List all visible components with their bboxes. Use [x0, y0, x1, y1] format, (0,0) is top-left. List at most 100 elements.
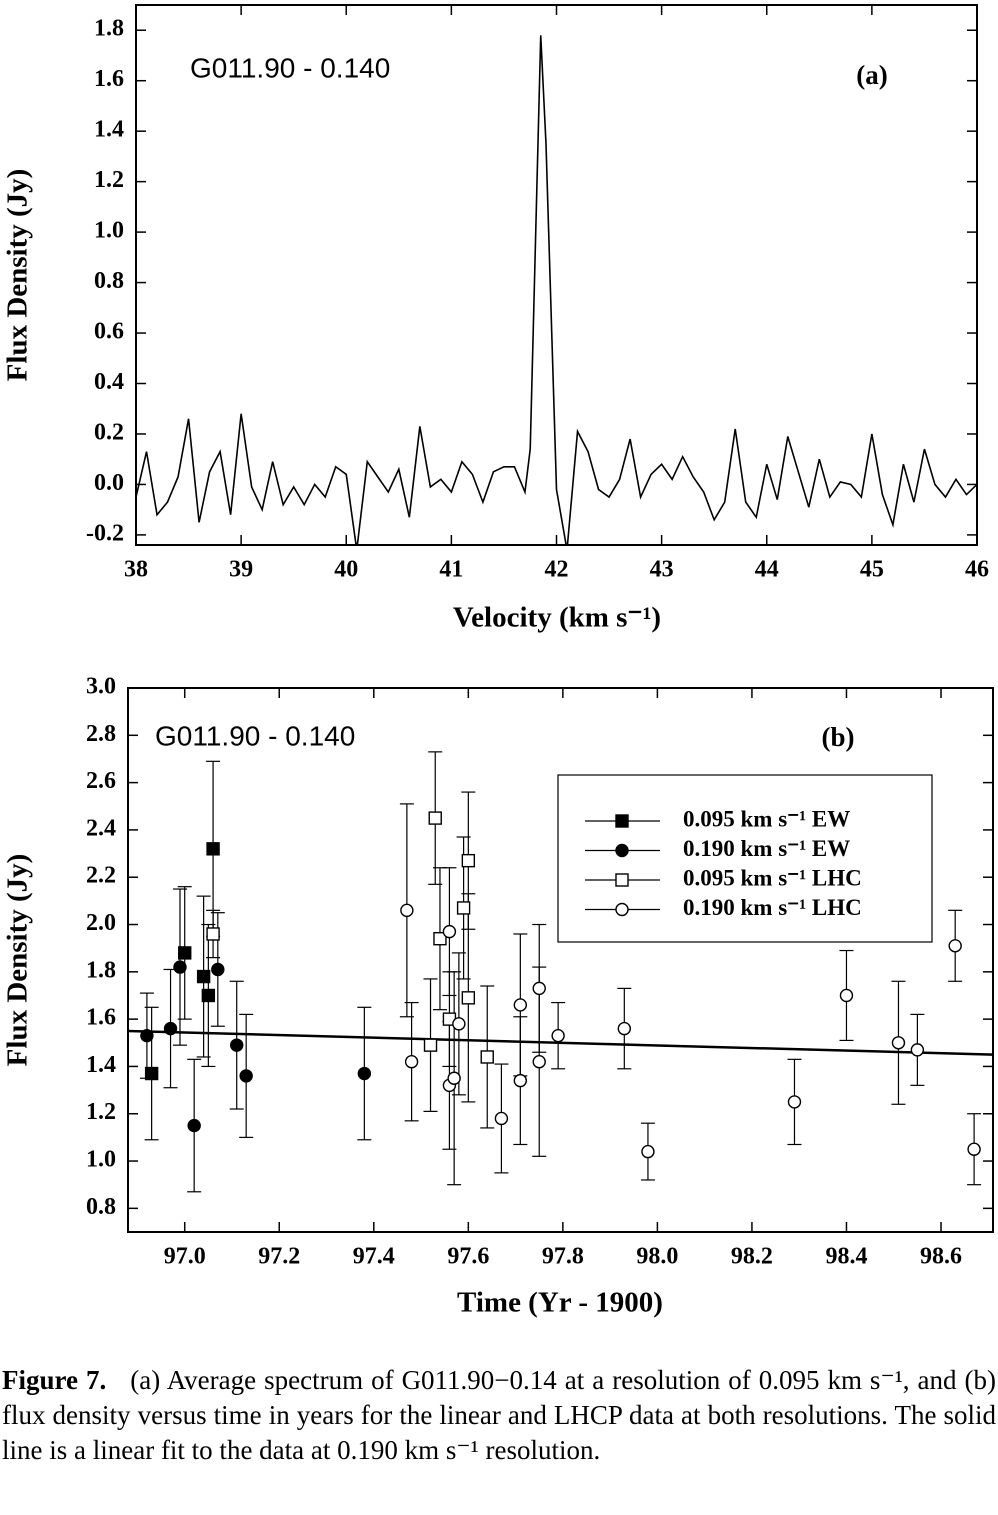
y-tick-label: 1.8 — [94, 16, 124, 42]
marker-square — [461, 991, 476, 1005]
marker-circle — [532, 981, 546, 996]
marker-circle — [400, 903, 414, 918]
marker-circle — [211, 962, 225, 977]
x-tick-label: 38 — [124, 557, 148, 583]
x-tick-label: 97.6 — [447, 1244, 489, 1270]
x-tick-label: 43 — [650, 557, 674, 583]
marker-square — [178, 946, 192, 960]
y-axis-title: Flux Density (Jy) — [2, 169, 34, 382]
fit-line — [127, 1029, 994, 1056]
legend-label: 0.095 km s⁻¹ LHC — [683, 865, 862, 890]
caption-label: Figure 7. — [2, 1365, 107, 1395]
marker-circle — [513, 1073, 528, 1088]
marker-circle — [173, 960, 187, 974]
legend-label: 0.095 km s⁻¹ EW — [683, 806, 850, 831]
marker-circle — [641, 1144, 655, 1159]
marker-circle — [910, 1043, 925, 1057]
y-tick-label: 0.6 — [94, 319, 124, 345]
marker-circle — [891, 1036, 906, 1050]
marker-square — [423, 1038, 438, 1052]
figure: -0.2 0.0 0.2 0.4 0.6 0.8 1.0 1.2 1.4 1.6 1.8 38 39 40… — [2, 4, 994, 1319]
annotation: (a) — [856, 60, 887, 90]
legend-box — [557, 774, 933, 943]
marker-square — [201, 988, 216, 1003]
x-tick-label: 39 — [229, 557, 253, 583]
x-tick-label: 41 — [439, 557, 463, 583]
x-tick-label: 97.2 — [258, 1244, 300, 1270]
marker-circle — [615, 902, 629, 917]
y-axis-title: Flux Density (Jy) — [2, 854, 34, 1067]
y-tick-label: 1.8 — [86, 957, 116, 983]
marker-circle — [447, 1071, 461, 1085]
marker-square — [461, 853, 476, 868]
y-tick-label: 1.0 — [94, 218, 124, 244]
annotation: G011.90 - 0.140 — [155, 720, 355, 751]
x-tick-label: 44 — [755, 557, 779, 583]
annotation: G011.90 - 0.140 — [190, 52, 390, 83]
y-tick-label: 1.4 — [94, 117, 124, 143]
caption: Figure 7. (a) Average spectrum of G011.9… — [2, 1363, 996, 1468]
marker-square — [144, 1066, 159, 1081]
y-tick-label: 2.8 — [86, 721, 116, 747]
marker-circle — [442, 924, 457, 939]
x-tick-label: 97.8 — [542, 1244, 584, 1270]
y-tick-label: 3.0 — [86, 674, 116, 700]
marker-circle — [357, 1066, 372, 1081]
marker-circle — [494, 1111, 509, 1126]
x-tick-label: 98.4 — [825, 1244, 867, 1270]
x-axis-title: Time (Yr - 1900) — [457, 1287, 663, 1319]
y-tick-label: 0.2 — [94, 419, 124, 445]
x-tick-label: 98.2 — [731, 1244, 773, 1270]
marker-square — [428, 811, 442, 825]
marker-square — [615, 814, 629, 828]
marker-circle — [140, 1028, 154, 1043]
x-tick-label: 45 — [860, 557, 884, 583]
marker-circle — [532, 1055, 546, 1069]
marker-circle — [230, 1038, 244, 1052]
x-tick-label: 40 — [334, 557, 358, 583]
marker-square — [433, 932, 447, 946]
marker-circle — [787, 1095, 802, 1109]
y-tick-label: 0.4 — [94, 369, 124, 395]
marker-circle — [948, 939, 962, 953]
x-tick-label: 42 — [545, 557, 569, 583]
annotation: (b) — [822, 722, 855, 752]
x-tick-label: 46 — [965, 557, 989, 583]
marker-circle — [452, 1017, 466, 1031]
marker-circle — [617, 1021, 632, 1036]
marker-square — [456, 901, 471, 915]
marker-circle — [513, 998, 528, 1012]
marker-circle — [551, 1028, 565, 1043]
y-tick-label: 2.2 — [86, 863, 116, 889]
y-tick-label: -0.2 — [86, 520, 124, 546]
y-tick-label: 2.6 — [86, 768, 116, 794]
plot-frame — [127, 687, 994, 1233]
marker-square — [206, 842, 220, 856]
marker-square — [480, 1050, 494, 1064]
x-axis-title: Velocity (km s⁻¹) — [453, 602, 661, 634]
y-tick-label: 1.2 — [86, 1099, 116, 1125]
marker-circle — [239, 1069, 253, 1083]
caption-text: (a) Average spectrum of G011.90−0.14 at … — [2, 1365, 996, 1465]
marker-square — [196, 969, 211, 984]
marker-circle — [187, 1118, 201, 1133]
y-tick-label: 1.4 — [86, 1052, 116, 1078]
y-tick-label: 2.0 — [86, 910, 116, 936]
marker-circle — [163, 1021, 178, 1036]
x-tick-label: 97.4 — [353, 1244, 395, 1270]
x-tick-label: 97.0 — [164, 1244, 206, 1270]
marker-square — [615, 873, 629, 887]
marker-circle — [839, 988, 854, 1003]
spectrum-line — [136, 35, 977, 545]
marker-circle — [615, 843, 629, 858]
y-tick-label: 2.4 — [86, 815, 116, 841]
marker-circle — [404, 1055, 419, 1069]
marker-square — [206, 927, 220, 941]
legend-label: 0.190 km s⁻¹ LHC — [683, 895, 862, 920]
y-tick-label: 1.0 — [86, 1147, 116, 1173]
y-tick-label: 0.8 — [94, 268, 124, 294]
y-tick-label: 1.2 — [94, 167, 124, 193]
x-tick-label: 98.6 — [920, 1244, 962, 1270]
y-tick-label: 0.8 — [86, 1194, 116, 1220]
marker-circle — [967, 1142, 981, 1156]
